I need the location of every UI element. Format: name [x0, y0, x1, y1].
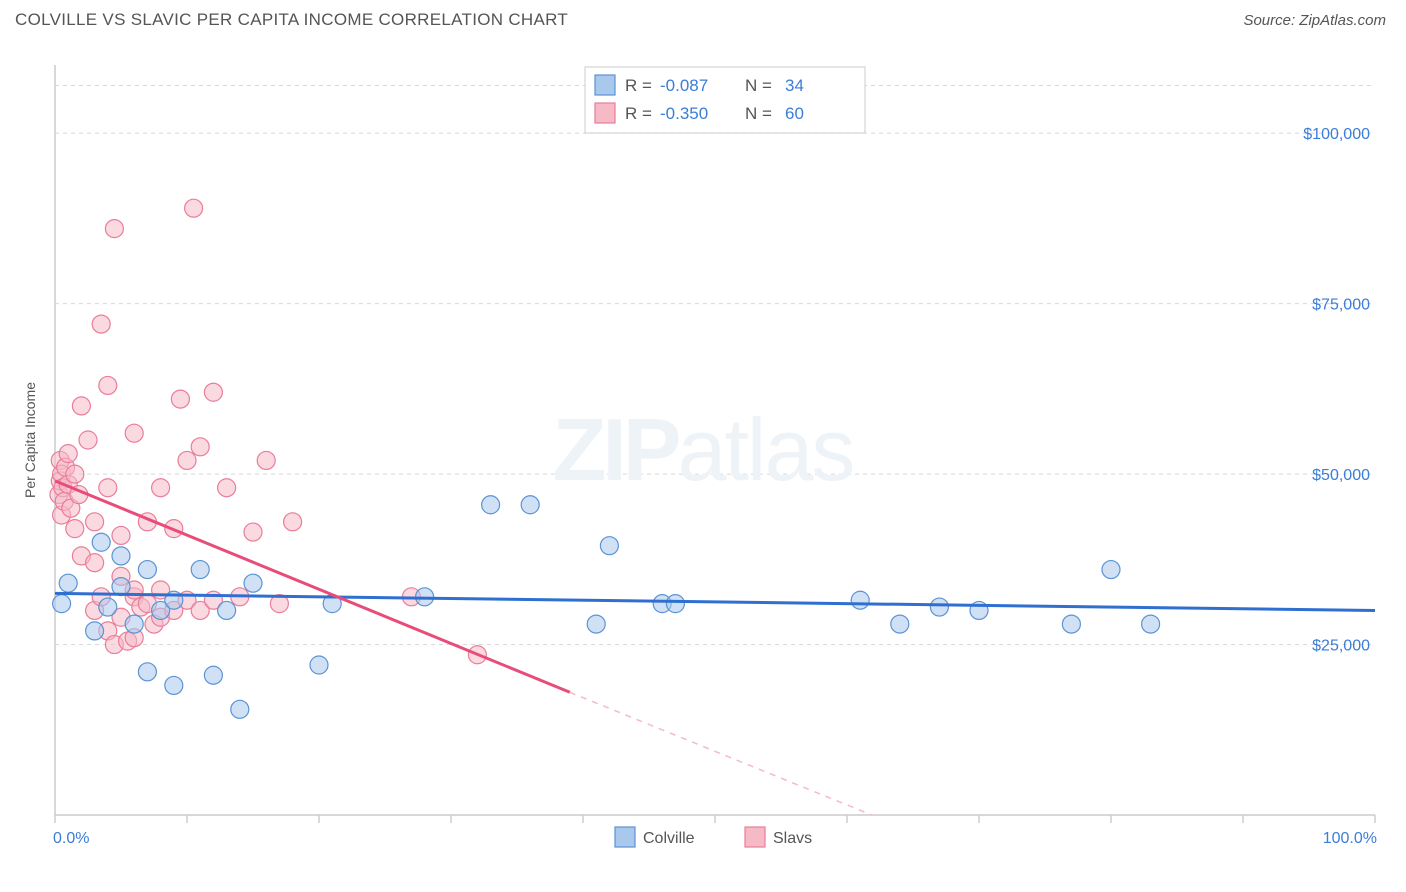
data-point — [79, 431, 97, 449]
trend-line — [55, 593, 1375, 610]
data-point — [204, 666, 222, 684]
x-axis-label: 100.0% — [1323, 830, 1377, 847]
data-point — [244, 523, 262, 541]
y-axis-label: $100,000 — [1303, 126, 1370, 143]
data-point — [53, 595, 71, 613]
data-point — [600, 537, 618, 555]
data-point — [310, 656, 328, 674]
data-point — [72, 397, 90, 415]
data-point — [1142, 615, 1160, 633]
data-point — [930, 598, 948, 616]
data-point — [99, 598, 117, 616]
data-point — [178, 451, 196, 469]
chart-title: COLVILLE VS SLAVIC PER CAPITA INCOME COR… — [15, 10, 568, 30]
y-axis-label: $25,000 — [1312, 638, 1370, 655]
data-point — [666, 595, 684, 613]
scatter-chart: 0.0% 100.0% $25,000 $50,000 $75,000 $100,000 P… — [15, 45, 1391, 875]
data-point — [66, 520, 84, 538]
data-point — [99, 376, 117, 394]
data-point — [125, 615, 143, 633]
data-point — [86, 513, 104, 531]
data-point — [218, 479, 236, 497]
stat-r-value: -0.350 — [660, 104, 708, 123]
data-point — [99, 479, 117, 497]
data-point — [165, 676, 183, 694]
data-point — [92, 315, 110, 333]
data-point — [284, 513, 302, 531]
y-axis-label: $75,000 — [1312, 297, 1370, 314]
data-point — [152, 479, 170, 497]
data-point — [86, 554, 104, 572]
data-point — [191, 561, 209, 579]
data-point — [112, 526, 130, 544]
stat-n-value: 34 — [785, 76, 804, 95]
data-point — [59, 574, 77, 592]
data-point — [86, 622, 104, 640]
data-point — [231, 700, 249, 718]
trend-line-extrapolated — [570, 692, 872, 815]
data-point — [587, 615, 605, 633]
header: COLVILLE VS SLAVIC PER CAPITA INCOME COR… — [0, 0, 1406, 35]
stat-r-label: R = — [625, 76, 652, 95]
y-axis-title: Per Capita Income — [22, 382, 38, 498]
data-point — [521, 496, 539, 514]
data-point — [257, 451, 275, 469]
data-point — [59, 445, 77, 463]
data-point — [105, 220, 123, 238]
data-point — [138, 561, 156, 579]
source-attribution: Source: ZipAtlas.com — [1243, 12, 1386, 29]
legend-label: Slavs — [773, 830, 812, 847]
data-point — [92, 533, 110, 551]
data-point — [112, 547, 130, 565]
data-point — [244, 574, 262, 592]
data-point — [125, 424, 143, 442]
data-point — [1062, 615, 1080, 633]
x-axis-label: 0.0% — [53, 830, 89, 847]
data-point — [204, 383, 222, 401]
data-point — [66, 465, 84, 483]
stat-r-label: R = — [625, 104, 652, 123]
data-point — [1102, 561, 1120, 579]
legend-swatch — [595, 75, 615, 95]
y-axis-label: $50,000 — [1312, 467, 1370, 484]
legend-swatch — [595, 103, 615, 123]
stat-n-value: 60 — [785, 104, 804, 123]
stat-n-label: N = — [745, 76, 772, 95]
legend-swatch — [745, 827, 765, 847]
data-point — [191, 438, 209, 456]
data-point — [138, 663, 156, 681]
data-point — [171, 390, 189, 408]
legend-swatch — [615, 827, 635, 847]
data-point — [891, 615, 909, 633]
data-point — [482, 496, 500, 514]
chart-area: ZIPatlas 0.0%100.0%$25,000$50,000$75,000… — [15, 45, 1391, 875]
data-point — [851, 591, 869, 609]
data-point — [185, 199, 203, 217]
data-point — [218, 601, 236, 619]
stat-n-label: N = — [745, 104, 772, 123]
legend-label: Colville — [643, 830, 695, 847]
stat-r-value: -0.087 — [660, 76, 708, 95]
